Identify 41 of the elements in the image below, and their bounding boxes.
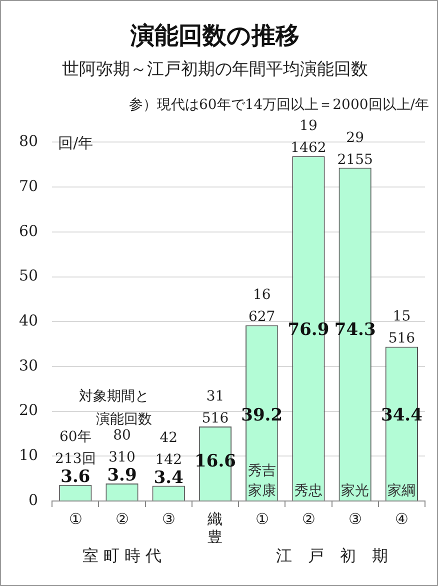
y-tick-label: 10 xyxy=(18,446,38,464)
annotation: 対象期間と xyxy=(79,388,150,405)
text: 江 戸 初 期 xyxy=(276,546,388,565)
annotation: 19 1462 xyxy=(290,118,326,156)
y-tick-label: 60 xyxy=(18,222,38,240)
data-label: 3.6 xyxy=(60,466,90,487)
annotation: 42 142 xyxy=(155,430,182,468)
annotation: 家綱 xyxy=(388,483,416,499)
annotation: 60年 213回 xyxy=(55,428,96,467)
x-tick-label: ② xyxy=(116,510,129,528)
x-tick-label: ① xyxy=(255,510,268,528)
x-tick-label: ③ xyxy=(162,510,176,528)
annotation: 秀吉 xyxy=(248,463,276,479)
annotation: 秀忠 xyxy=(294,483,322,499)
y-tick-label: 50 xyxy=(18,266,38,285)
data-label: 3.9 xyxy=(107,466,137,486)
annotation: 家康 xyxy=(248,483,276,499)
y-tick-label: 40 xyxy=(18,311,38,330)
text: 室 町 時 代 xyxy=(82,546,162,565)
text: 参）現代は60年で14万回以上＝2000回以上/年 xyxy=(129,97,429,113)
annotation: 演能回数 xyxy=(96,412,152,428)
x-tick-label: ① xyxy=(68,510,82,528)
annotation: 家光 xyxy=(341,483,370,499)
y-tick-label: 70 xyxy=(18,176,38,195)
data-label: 3.4 xyxy=(154,468,184,488)
x-tick-label: 織豊 xyxy=(206,510,223,546)
annotation: 31 516 xyxy=(202,388,229,427)
y-tick-label: 0 xyxy=(28,490,38,509)
x-tick-label: ③ xyxy=(348,510,362,528)
y-axis-title: 回/年 xyxy=(58,134,94,152)
y-tick-label: 80 xyxy=(18,132,38,150)
chart-subtitle: 世阿弥期～江戸初期の年間平均演能回数 xyxy=(62,59,368,80)
x-tick-label: ④ xyxy=(395,510,408,528)
annotation: 80 310 xyxy=(108,428,136,466)
y-tick-label: 30 xyxy=(18,356,38,374)
chart-title: 演能回数の推移 xyxy=(130,20,300,50)
annotation: 29 2155 xyxy=(337,130,373,168)
annotation: 16 627 xyxy=(248,287,276,326)
annotation: 15 516 xyxy=(388,308,416,347)
x-tick-label: ② xyxy=(302,510,315,528)
y-tick-label: 20 xyxy=(18,401,38,420)
